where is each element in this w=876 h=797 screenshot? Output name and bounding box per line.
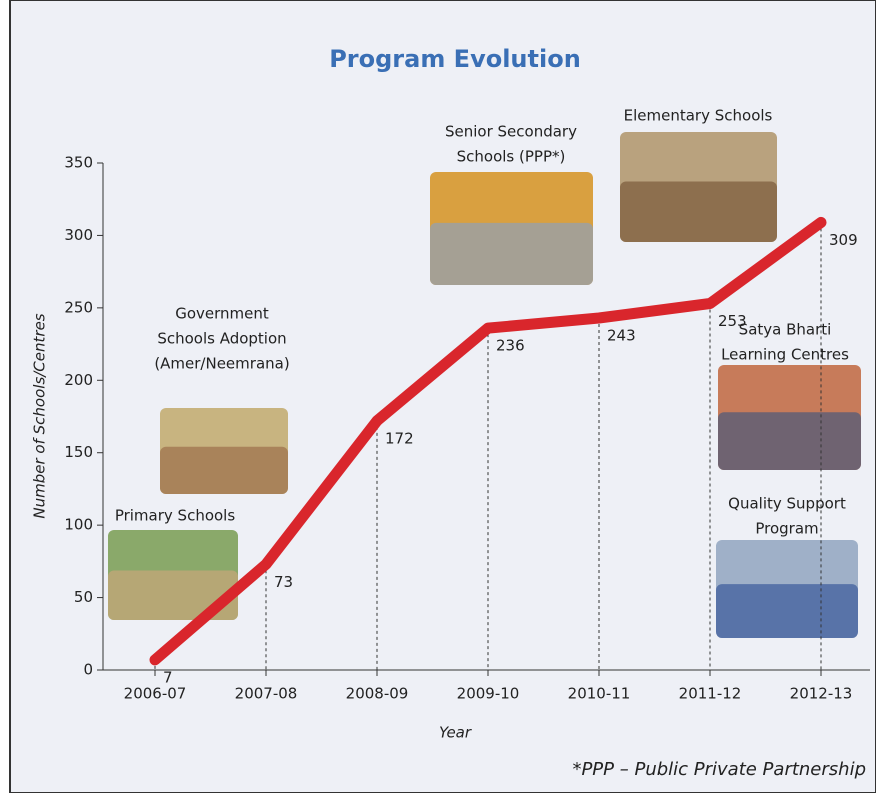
y-tick-label: 100 (64, 516, 93, 534)
x-tick-label: 2010-11 (568, 685, 631, 703)
chart-title: Program Evolution (329, 45, 581, 73)
annotation: Schools (PPP*) (457, 148, 566, 166)
data-label: 309 (829, 231, 858, 249)
y-tick-label: 250 (64, 298, 93, 316)
data-label: 73 (274, 573, 293, 591)
annotation: Program (755, 520, 818, 538)
x-tick-label: 2012-13 (790, 685, 853, 703)
photo-detail (718, 412, 861, 470)
data-label: 236 (496, 337, 525, 355)
y-tick-label: 0 (83, 661, 93, 679)
photo-detail (160, 447, 288, 494)
y-tick-label: 300 (64, 226, 93, 244)
annotation: Satya Bharti (739, 321, 832, 339)
annotation: (Amer/Neemrana) (154, 355, 289, 373)
data-label: 243 (607, 326, 636, 344)
photo-detail (620, 182, 777, 243)
x-tick-label: 2009-10 (457, 685, 520, 703)
chart: Program Evolution Year Number of Schools… (0, 0, 876, 793)
annotation: Learning Centres (721, 346, 849, 364)
annotation: Elementary Schools (624, 107, 773, 125)
photo-detail (716, 584, 858, 638)
y-tick-label: 350 (64, 154, 93, 172)
footnote: *PPP – Public Private Partnership (572, 759, 866, 780)
y-tick-label: 150 (64, 443, 93, 461)
y-tick-label: 50 (74, 588, 93, 606)
annotation: Government (175, 305, 269, 323)
data-label: 172 (385, 429, 414, 447)
annotation: Senior Secondary (445, 123, 577, 141)
x-tick-label: 2006-07 (124, 685, 187, 703)
x-tick-label: 2008-09 (346, 685, 409, 703)
y-tick-label: 200 (64, 371, 93, 389)
data-label: 7 (163, 668, 173, 686)
y-axis-label: Number of Schools/Centres (31, 313, 49, 518)
x-tick-label: 2007-08 (235, 685, 298, 703)
x-axis-label: Year (439, 724, 472, 742)
photo-detail (108, 571, 238, 621)
annotation: Schools Adoption (157, 330, 286, 348)
annotation: Primary Schools (115, 507, 236, 525)
x-tick-label: 2011-12 (679, 685, 742, 703)
annotation: Quality Support (728, 495, 846, 513)
photo-detail (430, 223, 593, 285)
